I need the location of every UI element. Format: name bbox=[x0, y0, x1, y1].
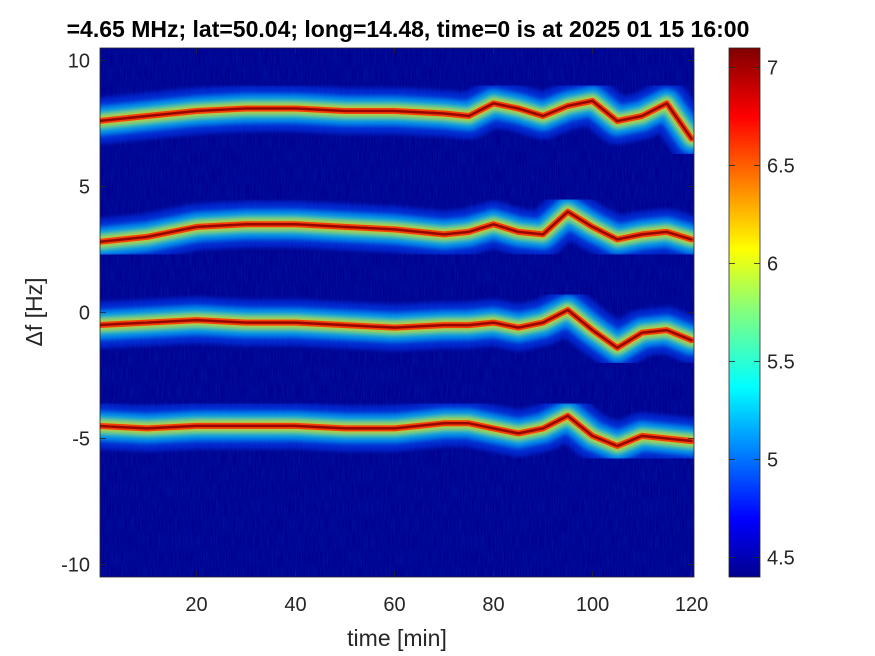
colorbar-gradient bbox=[728, 47, 761, 578]
x-tick-label: 80 bbox=[482, 594, 504, 616]
x-axis-ticks: 20 40 60 80 100 120 bbox=[185, 48, 708, 616]
y-tick-label: 10 bbox=[68, 51, 90, 73]
trace-1-layer-6 bbox=[100, 99, 693, 140]
y-tick-label: 5 bbox=[79, 177, 90, 199]
trace-2-layer-6 bbox=[100, 210, 693, 243]
x-axis-label: time [min] bbox=[347, 625, 447, 651]
colorbar-tick-label: 6 bbox=[767, 254, 778, 276]
colorbar: 7 6.5 6 5.5 5 4.5 bbox=[728, 47, 795, 578]
y-tick-label: -5 bbox=[72, 428, 90, 450]
trace-4 bbox=[100, 392, 694, 469]
y-axis-ticks: 10 5 0 -5 -10 bbox=[61, 51, 694, 576]
trace-3 bbox=[100, 287, 694, 371]
x-tick-label: 60 bbox=[383, 594, 405, 616]
chart-title: =4.65 MHz; lat=50.04; long=14.48, time=0… bbox=[67, 16, 750, 42]
colorbar-tick-label: 5.5 bbox=[767, 351, 795, 373]
y-axis-label: Δf [Hz] bbox=[21, 277, 47, 346]
trace-1 bbox=[100, 77, 694, 162]
colorbar-tick-label: 5 bbox=[767, 449, 778, 471]
x-tick-label: 120 bbox=[675, 594, 708, 616]
x-tick-label: 100 bbox=[576, 594, 609, 616]
y-tick-label: 0 bbox=[79, 303, 90, 325]
trace-4-layer-6 bbox=[100, 414, 693, 448]
trace-3-layer-6 bbox=[100, 308, 693, 350]
plot-area bbox=[99, 47, 695, 578]
x-tick-label: 40 bbox=[284, 594, 306, 616]
colorbar-ticks: 7 6.5 6 5.5 5 4.5 bbox=[729, 58, 795, 569]
colorbar-tick-label: 6.5 bbox=[767, 156, 795, 178]
spectral-traces bbox=[100, 77, 694, 469]
trace-2 bbox=[100, 188, 694, 265]
colorbar-tick-label: 4.5 bbox=[767, 547, 795, 569]
colorbar-tick-label: 7 bbox=[767, 58, 778, 80]
y-tick-label: -10 bbox=[61, 554, 90, 576]
x-tick-label: 20 bbox=[185, 594, 207, 616]
